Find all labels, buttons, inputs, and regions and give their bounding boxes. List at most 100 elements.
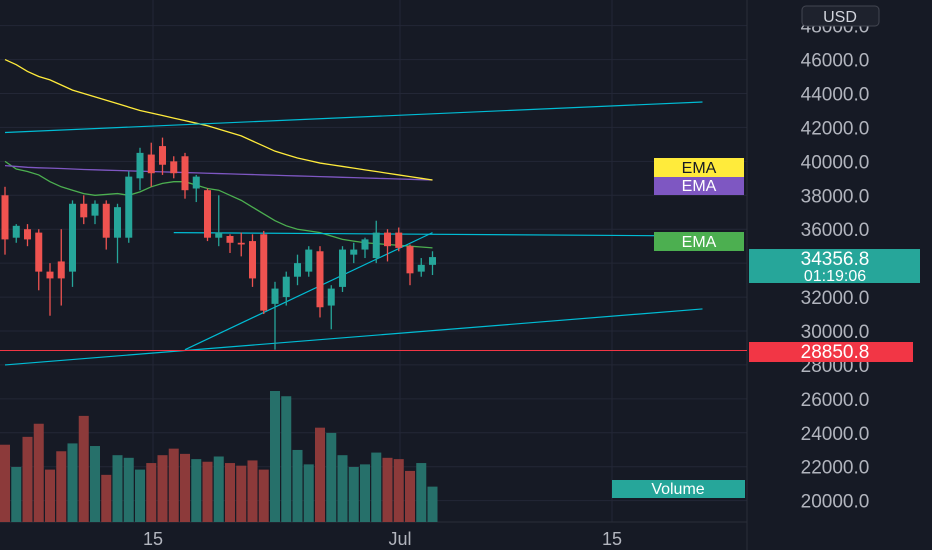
candle[interactable] bbox=[170, 156, 178, 179]
last-price-tag[interactable]: 34356.801:19:06 bbox=[749, 249, 920, 285]
volume-bar bbox=[168, 448, 179, 522]
candle-body bbox=[249, 241, 256, 279]
last-price-bg bbox=[749, 249, 920, 283]
x-axis: 15 Jul 15 bbox=[143, 529, 622, 549]
candle-body bbox=[24, 229, 31, 240]
volume-bar bbox=[45, 469, 55, 522]
candle-body bbox=[159, 146, 166, 165]
candle-body bbox=[35, 232, 43, 272]
candle[interactable] bbox=[339, 246, 346, 292]
volume-tag[interactable]: Volume bbox=[612, 480, 745, 498]
candle[interactable] bbox=[136, 147, 144, 191]
candle[interactable] bbox=[226, 234, 234, 253]
ema-tag-bg bbox=[654, 232, 744, 251]
trendline-2[interactable] bbox=[184, 232, 433, 351]
candle[interactable] bbox=[102, 200, 110, 250]
volume-bar bbox=[225, 463, 235, 522]
candle[interactable] bbox=[24, 224, 31, 247]
trendline-0[interactable] bbox=[4, 101, 703, 134]
y-axis-tick-label: 20000.0 bbox=[801, 492, 870, 513]
trendline-1[interactable] bbox=[4, 308, 703, 366]
volume-bar bbox=[157, 455, 168, 522]
volume-series bbox=[0, 391, 438, 522]
ema-tag-label: EMA bbox=[682, 234, 717, 251]
candle[interactable] bbox=[260, 230, 268, 315]
candle[interactable] bbox=[1, 186, 9, 255]
volume-bar bbox=[123, 457, 134, 522]
candle[interactable] bbox=[417, 258, 425, 277]
volume-bar bbox=[90, 446, 100, 522]
candle[interactable] bbox=[80, 195, 88, 225]
candle[interactable] bbox=[147, 142, 155, 187]
ema-line-0 bbox=[4, 160, 433, 249]
bar-countdown: 01:19:06 bbox=[804, 268, 866, 285]
ema-tag-0[interactable]: EMA bbox=[654, 232, 744, 251]
candle[interactable] bbox=[316, 246, 324, 318]
y-axis-tick-label: 26000.0 bbox=[801, 390, 870, 411]
volume-bar bbox=[393, 459, 404, 522]
volume-bar bbox=[270, 391, 280, 522]
x-axis-tick-label: 15 bbox=[602, 529, 622, 549]
volume-bar bbox=[11, 466, 22, 522]
candle[interactable] bbox=[237, 232, 245, 257]
candle[interactable] bbox=[91, 200, 99, 225]
y-axis-tick-label: 22000.0 bbox=[801, 458, 870, 479]
candle-body bbox=[372, 232, 380, 259]
volume-bar bbox=[202, 461, 213, 522]
currency-button[interactable]: USD bbox=[801, 5, 880, 27]
y-axis-tick-label: 38000.0 bbox=[801, 186, 870, 207]
candle[interactable] bbox=[249, 234, 256, 287]
y-axis-tick-label: 36000.0 bbox=[801, 220, 870, 241]
candle[interactable] bbox=[395, 227, 403, 252]
trendline-3[interactable] bbox=[173, 232, 703, 237]
candle[interactable] bbox=[12, 224, 20, 243]
candle-body bbox=[181, 156, 189, 191]
candle[interactable] bbox=[204, 188, 211, 242]
candle[interactable] bbox=[69, 200, 76, 287]
candle[interactable] bbox=[125, 171, 133, 243]
candle-body bbox=[91, 203, 99, 216]
ema-tag-1[interactable]: EMA bbox=[654, 176, 744, 195]
candle[interactable] bbox=[271, 281, 279, 350]
support-price-tag[interactable]: 28850.8 bbox=[749, 342, 913, 363]
ema-line-1 bbox=[4, 164, 433, 181]
candle[interactable] bbox=[305, 246, 313, 277]
ema-tag-2[interactable]: EMA bbox=[654, 158, 744, 177]
x-axis-tick-label: Jul bbox=[388, 529, 411, 549]
volume-bar bbox=[405, 470, 415, 522]
volume-bar bbox=[303, 464, 314, 522]
candle[interactable] bbox=[181, 152, 189, 199]
volume-bar bbox=[56, 451, 67, 522]
candle[interactable] bbox=[361, 237, 369, 259]
candle[interactable] bbox=[215, 195, 223, 247]
candle-body bbox=[46, 271, 54, 279]
candle[interactable] bbox=[384, 229, 391, 262]
candle-body bbox=[316, 251, 324, 308]
candle-body bbox=[192, 176, 200, 189]
volume-bar bbox=[180, 453, 190, 522]
volume-bar bbox=[0, 444, 10, 522]
candle[interactable] bbox=[350, 242, 358, 264]
candle-body bbox=[1, 195, 9, 240]
y-axis-tick-label: 24000.0 bbox=[801, 424, 870, 445]
candle[interactable] bbox=[159, 137, 166, 175]
candle-body bbox=[147, 154, 155, 174]
candle[interactable] bbox=[114, 203, 121, 264]
candle[interactable] bbox=[46, 263, 54, 316]
candle[interactable] bbox=[35, 229, 43, 291]
y-axis-tick-label: 30000.0 bbox=[801, 322, 870, 343]
candle[interactable] bbox=[327, 285, 335, 330]
candle[interactable] bbox=[406, 244, 414, 286]
candle-body bbox=[260, 234, 268, 311]
volume-bar bbox=[348, 466, 359, 522]
candle[interactable] bbox=[294, 254, 301, 286]
candle[interactable] bbox=[372, 220, 380, 264]
candle[interactable] bbox=[282, 271, 290, 306]
candle[interactable] bbox=[57, 229, 65, 306]
candle[interactable] bbox=[192, 174, 200, 203]
candle-body bbox=[114, 207, 121, 238]
candle[interactable] bbox=[429, 251, 436, 276]
candle-body bbox=[429, 257, 436, 265]
